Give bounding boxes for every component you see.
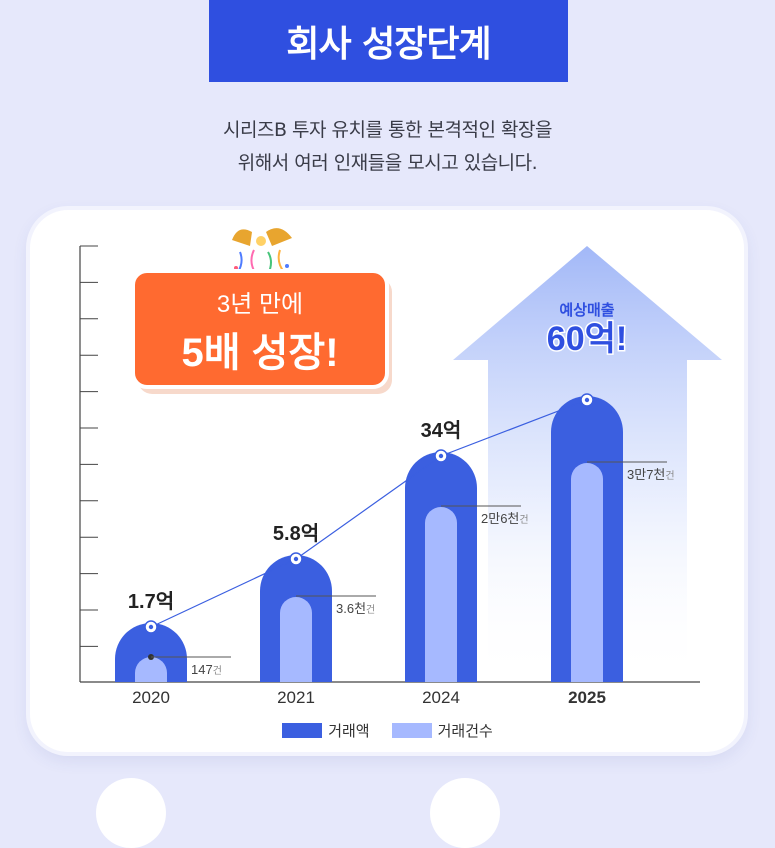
forecast-value: 60억! bbox=[547, 320, 627, 358]
count-unit: 건 bbox=[213, 665, 222, 677]
trend-point-dot bbox=[584, 397, 590, 403]
trend-point-dot bbox=[293, 556, 299, 562]
x-tick-label: 2024 bbox=[422, 688, 460, 707]
legend-revenue-label: 거래액 bbox=[328, 722, 370, 740]
legend-count-label: 거래건수 bbox=[437, 722, 493, 740]
x-tick-label: 2025 bbox=[568, 688, 606, 707]
growth-chart: 147건 2020 1.7억 3.6천건 2021 5.8억 2만6천건 2024 34억 3만7… bbox=[79, 228, 722, 707]
revenue-value-label: 34억 bbox=[421, 419, 462, 442]
legend-revenue: 거래액 bbox=[282, 720, 370, 741]
badge-line-2: 5배 성장! bbox=[181, 331, 338, 375]
count-label: 2만6천건 bbox=[481, 511, 529, 526]
count-bar bbox=[425, 507, 457, 682]
legend-count: 거래건수 bbox=[391, 720, 493, 741]
revenue-bar bbox=[115, 623, 187, 682]
count-bar bbox=[135, 657, 167, 682]
count-bar bbox=[280, 597, 312, 682]
badge-line-1: 3년 만에 bbox=[217, 291, 303, 318]
count-label: 3만7천건 bbox=[627, 467, 675, 482]
revenue-value-label: 1.7억 bbox=[128, 590, 174, 613]
count-unit: 건 bbox=[665, 470, 674, 482]
intro-line-1: 시리즈B 투자 유치를 통한 본격적인 확장을 bbox=[223, 119, 552, 141]
trend-point-dot bbox=[438, 453, 444, 459]
intro-line-2: 위해서 여러 인재들을 모시고 있습니다. bbox=[237, 152, 538, 174]
x-tick-label: 2021 bbox=[277, 688, 315, 707]
revenue-value-label: 5.8억 bbox=[273, 522, 319, 545]
trend-line bbox=[150, 399, 588, 628]
page-title: 회사 성장단계 bbox=[209, 0, 568, 82]
count-unit: 건 bbox=[519, 514, 528, 526]
trend-point-dot bbox=[148, 624, 154, 630]
chart-legend: 거래액 거래건수 bbox=[0, 720, 775, 741]
count-label: 147건 bbox=[191, 662, 222, 677]
count-unit: 건 bbox=[366, 604, 375, 616]
forecast-label: 예상매출 bbox=[559, 302, 614, 319]
growth-badge bbox=[131, 269, 392, 394]
x-tick-label: 2020 bbox=[132, 688, 170, 707]
count-bar bbox=[571, 463, 603, 682]
count-label: 3.6천건 bbox=[336, 601, 375, 616]
